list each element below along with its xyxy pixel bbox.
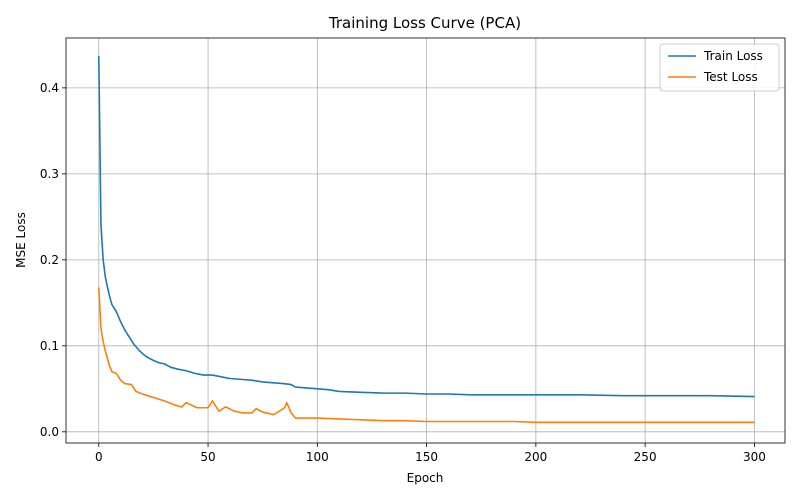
y-axis-label: MSE Loss <box>14 212 28 268</box>
series-layer <box>97 56 755 424</box>
x-tick-label: 300 <box>743 450 766 464</box>
x-axis-label: Epoch <box>407 471 444 485</box>
grid <box>66 38 785 443</box>
y-tick-label: 0.3 <box>40 167 59 181</box>
x-tick-label: 250 <box>634 450 657 464</box>
legend-label-train-loss: Train Loss <box>703 49 763 63</box>
test-loss-line <box>97 287 755 424</box>
train-loss-line <box>97 56 755 398</box>
x-tick-label: 50 <box>200 450 215 464</box>
chart-title: Training Loss Curve (PCA) <box>328 14 521 32</box>
legend-label-test-loss: Test Loss <box>703 70 758 84</box>
y-tick-label: 0.4 <box>40 81 59 95</box>
axis-ticks: 0 50 100 150 200 250 300 0.0 0.1 0.2 0.3 0.4 <box>40 81 766 464</box>
y-tick-label: 0.0 <box>40 425 59 439</box>
x-tick-label: 150 <box>415 450 438 464</box>
x-tick-label: 200 <box>524 450 547 464</box>
y-tick-label: 0.1 <box>40 339 59 353</box>
x-tick-label: 0 <box>95 450 103 464</box>
x-tick-label: 100 <box>306 450 329 464</box>
plot-frame <box>65 37 786 444</box>
y-tick-label: 0.2 <box>40 253 59 267</box>
legend: Train Loss Test Loss <box>659 43 780 92</box>
